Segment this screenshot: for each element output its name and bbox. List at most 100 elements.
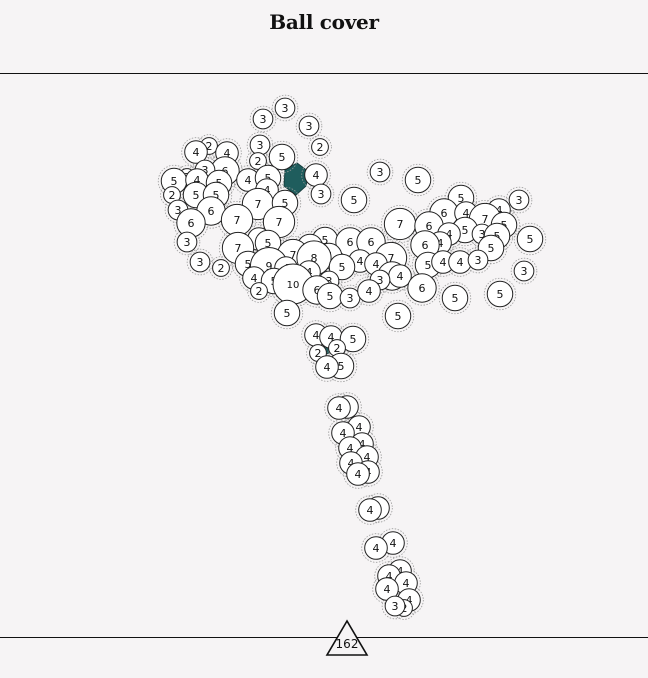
ball-count-label: 5 <box>284 307 291 320</box>
ball-circle <box>384 302 412 330</box>
ball-circle <box>268 143 296 171</box>
ball-node: 4 <box>304 163 328 187</box>
ball-node: 3 <box>274 97 296 119</box>
ball-count-label: 6 <box>441 207 448 220</box>
ball-node: 5 <box>486 280 514 308</box>
node-halo <box>265 140 299 174</box>
ball-circle <box>516 225 544 253</box>
ball-count-label: 3 <box>326 275 333 288</box>
ball-circle <box>274 97 296 119</box>
ball-count-label: 5 <box>327 290 334 303</box>
ball-count-label: 4 <box>403 577 410 590</box>
ball-count-label: 5 <box>458 192 465 205</box>
ball-count-label: 2 <box>256 285 263 298</box>
ball-count-label: 2 <box>315 347 322 360</box>
ball-count-label: 7 <box>255 198 262 211</box>
ball-node: 5 <box>340 186 368 214</box>
top-rule <box>0 73 648 74</box>
ball-count-label: 7 <box>276 216 283 229</box>
ball-node: 3 <box>298 115 320 137</box>
node-halo <box>337 183 371 217</box>
ball-node: 5 <box>339 325 367 353</box>
chart-title: Ball cover <box>269 10 379 34</box>
ball-count-label: 7 <box>234 214 241 227</box>
ball-count-label: 4 <box>355 468 362 481</box>
node-halo <box>249 105 277 133</box>
ball-node: 3 <box>339 287 361 309</box>
ball-circle <box>310 183 332 205</box>
ball-circle <box>358 498 382 522</box>
ball-node: 7 <box>220 203 254 237</box>
ball-count-label: 4 <box>364 451 371 464</box>
ball-count-label: 4 <box>194 174 201 187</box>
ball-count-label: 4 <box>251 272 258 285</box>
ball-circle <box>346 462 370 486</box>
ball-count-label: 7 <box>388 252 395 265</box>
ball-node: 4 <box>327 396 351 420</box>
ball-circle <box>184 140 208 164</box>
ball-count-label: 4 <box>397 270 404 283</box>
ball-node: 3 <box>189 251 211 273</box>
ball-circle <box>404 166 432 194</box>
ball-count-label: 3 <box>306 120 313 133</box>
ball-node: 5 <box>404 166 432 194</box>
ball-node: 4 <box>431 250 455 274</box>
ball-node: 2 <box>163 186 181 204</box>
ball-count-label: 6 <box>208 205 215 218</box>
ball-count-label: 5 <box>322 234 329 247</box>
node-halo <box>246 131 274 159</box>
ball-node: 4 <box>358 498 382 522</box>
ball-count-label: 2 <box>334 342 341 355</box>
ball-count-label: 5 <box>415 174 422 187</box>
ball-count-label: 4 <box>324 361 331 374</box>
node-halo <box>505 186 533 214</box>
ball-circle <box>250 282 268 300</box>
ball-count-label: 7 <box>397 218 404 231</box>
ball-circle <box>407 273 437 303</box>
ball-count-label: 6 <box>422 239 429 252</box>
ball-count-label: 4 <box>356 421 363 434</box>
ball-circle <box>339 325 367 353</box>
ball-count-label: 4 <box>245 174 252 187</box>
ball-count-label: 5 <box>193 189 200 202</box>
node-halo <box>363 493 393 523</box>
node-halo <box>474 231 508 265</box>
ball-node: 7 <box>383 207 417 241</box>
ball-count-label: 4 <box>313 329 320 342</box>
ball-count-label: 5 <box>171 175 178 188</box>
ball-circle <box>441 284 469 312</box>
ball-count-label: 3 <box>184 236 191 249</box>
ball-node: 3 <box>384 595 406 617</box>
ball-count-label: 7 <box>235 242 242 255</box>
ball-circle <box>298 115 320 137</box>
ball-count-label: 4 <box>373 542 380 555</box>
node-halo <box>513 222 547 256</box>
ball-node: 5 <box>316 282 344 310</box>
ball-count-label: 5 <box>282 197 289 210</box>
ball-count-label: 3 <box>479 228 486 241</box>
ball-count-label: 5 <box>338 360 345 373</box>
ball-count-label: 4 <box>357 255 364 268</box>
ball-count-label: 5 <box>351 194 358 207</box>
ball-count-label: 4 <box>386 570 393 583</box>
node-halo <box>308 135 332 159</box>
ball-count-label: 5 <box>462 224 469 237</box>
ball-count-label: 4 <box>390 537 397 550</box>
highlight-region <box>283 162 310 196</box>
ball-node: 5 <box>273 299 301 327</box>
ball-node: 3 <box>513 260 535 282</box>
ball-node: 2 <box>249 152 267 170</box>
ball-count-label: 5 <box>265 237 272 250</box>
ball-count-label: 4 <box>437 237 444 250</box>
ball-count-label: 2 <box>206 140 213 153</box>
ball-count-label: 4 <box>347 442 354 455</box>
node-halo <box>381 299 415 333</box>
node-halo <box>366 158 394 186</box>
ball-count-label: 7 <box>290 249 297 262</box>
ball-circle <box>327 396 351 420</box>
ball-count-label: 2 <box>218 262 225 275</box>
ball-count-label: 5 <box>350 333 357 346</box>
ball-count-label: 2 <box>169 189 176 202</box>
ball-count-label: 4 <box>340 427 347 440</box>
